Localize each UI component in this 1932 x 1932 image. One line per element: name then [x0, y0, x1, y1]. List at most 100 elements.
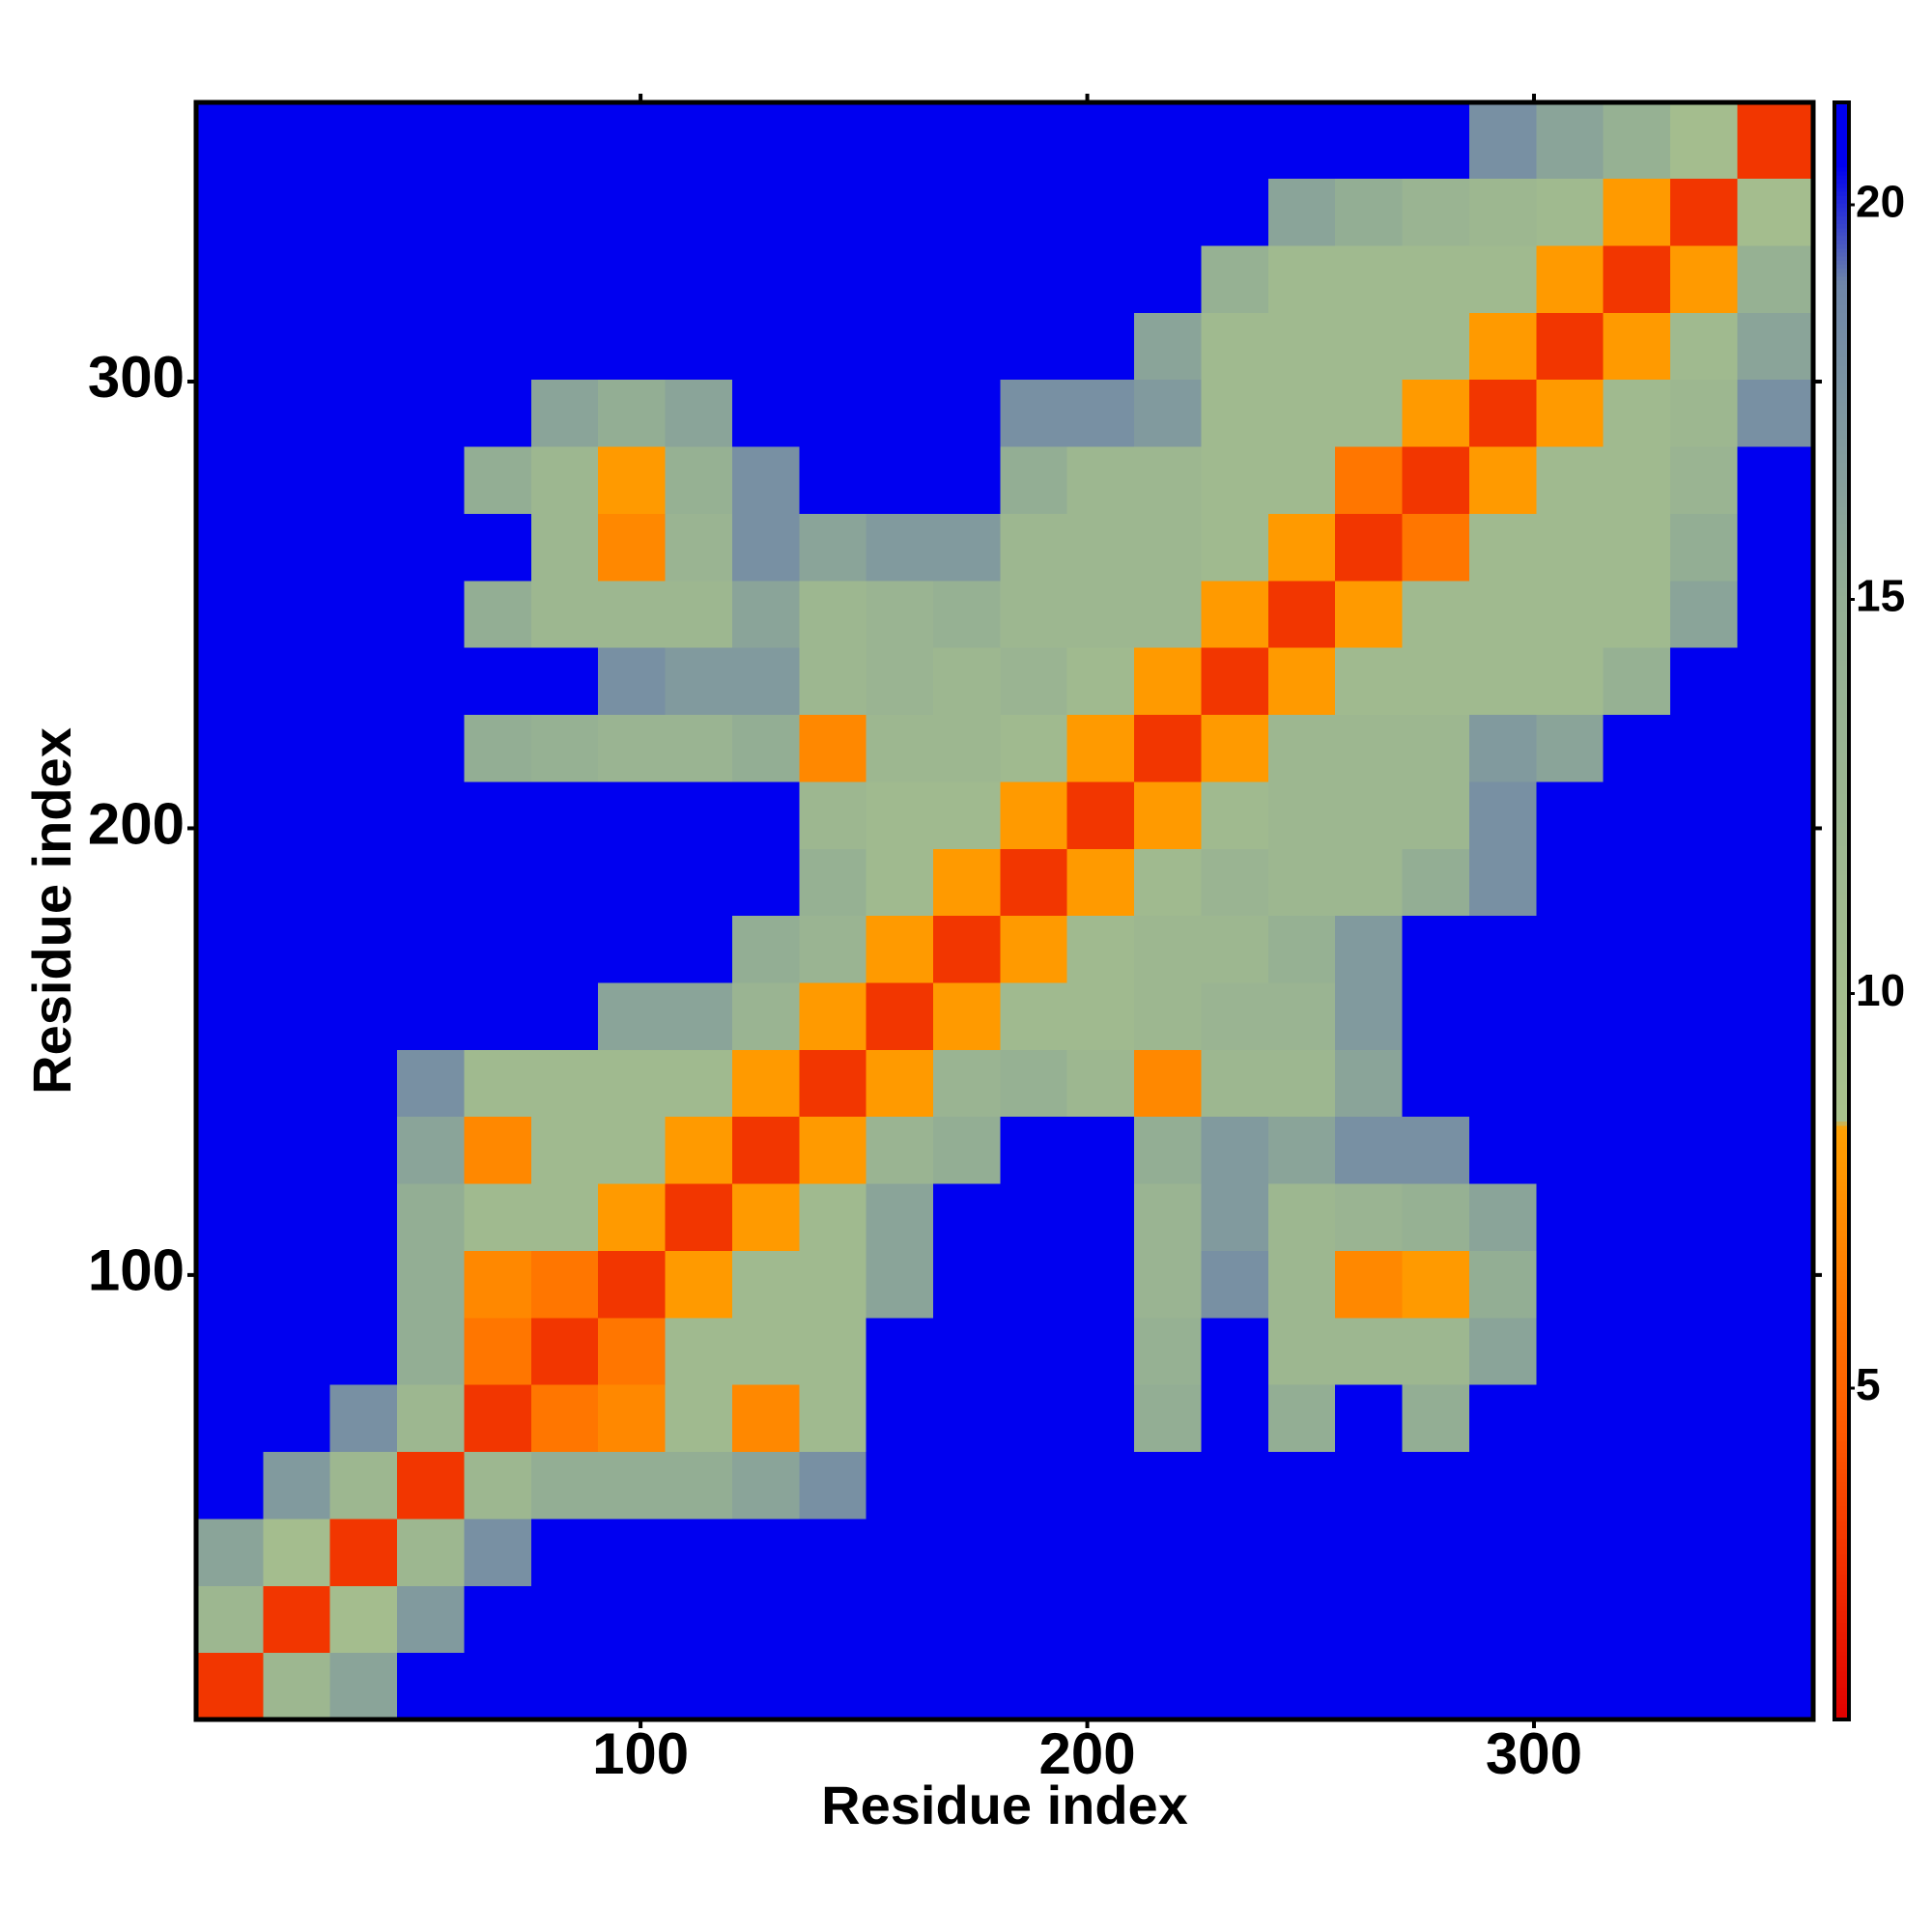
colorbar-segment — [1834, 1335, 1849, 1341]
heatmap-cell — [464, 915, 532, 983]
colorbar-segment — [1834, 1198, 1849, 1203]
colorbar-segment — [1834, 179, 1849, 185]
colorbar-segment — [1834, 441, 1849, 447]
heatmap-cell — [397, 102, 465, 180]
colorbar-segment — [1834, 773, 1849, 779]
colorbar-segment — [1834, 846, 1849, 851]
heatmap-cell — [329, 848, 398, 917]
colorbar-segment — [1834, 219, 1849, 225]
colorbar-segment — [1834, 1659, 1849, 1664]
heatmap-cell — [1000, 1049, 1068, 1118]
heatmap-cell — [1670, 714, 1738, 782]
heatmap-cell — [1066, 379, 1135, 447]
colorbar-segment — [1834, 1630, 1849, 1635]
colorbar-segment — [1834, 304, 1849, 310]
colorbar-segment — [1834, 1396, 1849, 1401]
heatmap-cell — [1267, 1183, 1336, 1251]
colorbar-segment — [1834, 1517, 1849, 1522]
heatmap-cell — [1402, 781, 1470, 849]
colorbar-segment — [1834, 793, 1849, 799]
heatmap-cell — [397, 981, 465, 1050]
heatmap-cell — [598, 1250, 667, 1319]
colorbar-segment — [1834, 632, 1849, 638]
colorbar-segment — [1834, 292, 1849, 298]
colorbar-segment — [1834, 1080, 1849, 1086]
heatmap-cell — [1066, 1384, 1135, 1453]
heatmap-cell — [329, 781, 398, 849]
colorbar-segment — [1834, 514, 1849, 520]
colorbar-segment — [1834, 1008, 1849, 1013]
colorbar-segment — [1834, 1174, 1849, 1179]
heatmap-cell — [1000, 102, 1068, 180]
heatmap-cell — [196, 1652, 264, 1720]
heatmap-cell — [464, 848, 532, 917]
heatmap-cell — [1536, 1116, 1605, 1184]
colorbar-segment — [1834, 332, 1849, 338]
heatmap-cell — [866, 915, 934, 983]
heatmap-cell — [731, 781, 800, 849]
colorbar-segment — [1834, 247, 1849, 253]
heatmap-cell — [799, 178, 867, 246]
colorbar-segment — [1834, 373, 1849, 379]
heatmap-cell — [665, 647, 733, 716]
colorbar-segment — [1834, 498, 1849, 503]
heatmap-cell — [196, 915, 264, 983]
colorbar-segment — [1834, 155, 1849, 160]
colorbar-segment — [1834, 389, 1849, 394]
heatmap-cell — [665, 379, 733, 447]
colorbar-segment — [1834, 1687, 1849, 1692]
heatmap-cell — [1603, 1518, 1671, 1586]
heatmap-cell — [1603, 580, 1671, 648]
heatmap-cell — [1335, 1049, 1404, 1118]
colorbar-segment — [1834, 519, 1849, 524]
colorbar-segment — [1834, 474, 1849, 479]
heatmap-cell — [1201, 1317, 1269, 1385]
heatmap-cell — [933, 312, 1001, 381]
heatmap-cell — [263, 1585, 331, 1654]
heatmap-cell — [464, 1116, 532, 1184]
colorbar-segment — [1834, 1549, 1849, 1555]
heatmap-cell — [329, 379, 398, 447]
heatmap-cell — [397, 915, 465, 983]
heatmap-cell — [263, 513, 331, 582]
heatmap-cell — [397, 1652, 465, 1720]
colorbar-segment — [1834, 1294, 1849, 1300]
colorbar-segment — [1834, 1068, 1849, 1073]
heatmap-cell — [665, 1116, 733, 1184]
colorbar-segment — [1834, 1128, 1849, 1134]
heatmap-cell — [1000, 178, 1068, 246]
colorbar-segment — [1834, 384, 1849, 390]
heatmap-cell — [1468, 1317, 1537, 1385]
heatmap-cell — [196, 379, 264, 447]
colorbar-segment — [1834, 538, 1849, 544]
heatmap-cell — [1000, 848, 1068, 917]
colorbar-segment — [1834, 1690, 1849, 1696]
heatmap-cell — [1000, 379, 1068, 447]
colorbar-segment — [1834, 1585, 1849, 1591]
colorbar-segment — [1834, 1638, 1849, 1644]
heatmap-cell — [530, 178, 599, 246]
colorbar-segment — [1834, 886, 1849, 892]
colorbar-segment — [1834, 891, 1849, 895]
heatmap-cell — [1536, 312, 1605, 381]
heatmap-cell — [866, 1049, 934, 1118]
heatmap-cell — [1402, 647, 1470, 716]
colorbar-segment — [1834, 1452, 1849, 1458]
heatmap-cell — [1134, 1183, 1202, 1251]
colorbar-segment — [1834, 215, 1849, 220]
heatmap-cell — [933, 244, 1001, 313]
colorbar-segment — [1834, 643, 1849, 649]
x-tick-label: 300 — [1486, 1721, 1582, 1786]
colorbar-segment — [1834, 551, 1849, 556]
heatmap-cell — [263, 1384, 331, 1453]
heatmap-cell — [1000, 1652, 1068, 1720]
heatmap-cell — [329, 647, 398, 716]
colorbar-segment — [1834, 680, 1849, 686]
heatmap-cell — [866, 848, 934, 917]
colorbar-segment — [1834, 526, 1849, 532]
colorbar-segment — [1834, 951, 1849, 956]
heatmap-cell — [1603, 513, 1671, 582]
heatmap-cell — [598, 1384, 667, 1453]
heatmap-cell — [1201, 513, 1269, 582]
axes: 100 200 300 100 200 300 — [88, 94, 1822, 1786]
